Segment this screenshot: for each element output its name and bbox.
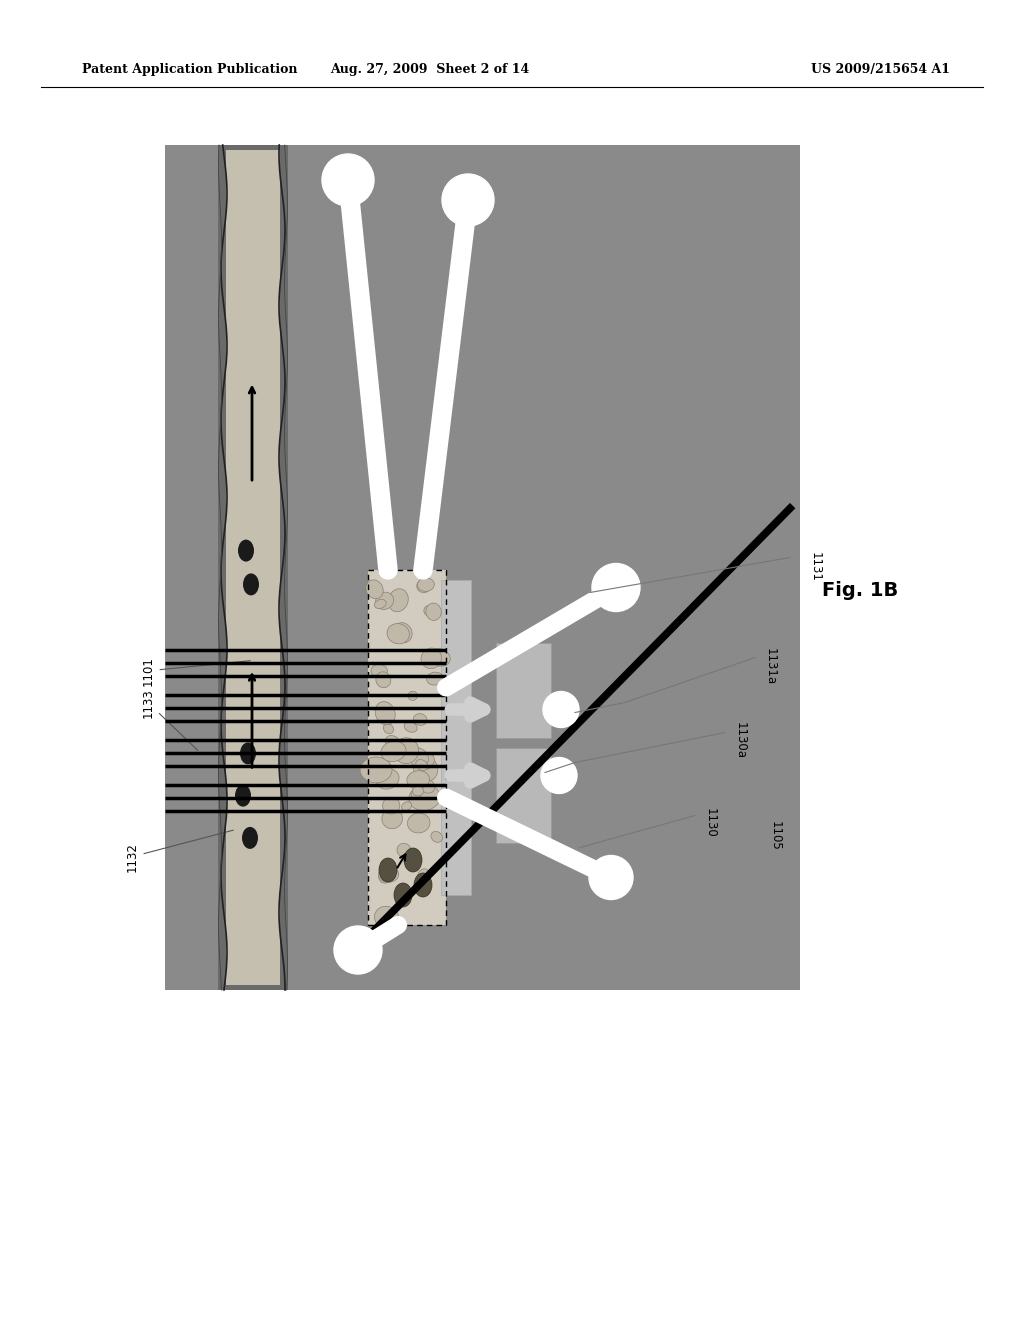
Text: 1131: 1131 [809, 553, 821, 582]
Bar [441, 579, 471, 895]
Bar [496, 747, 551, 842]
Ellipse shape [418, 578, 434, 591]
Bar [496, 643, 551, 738]
Bar [218, 145, 288, 990]
Ellipse shape [376, 593, 393, 610]
Ellipse shape [426, 603, 441, 620]
Text: 1105: 1105 [768, 821, 781, 851]
Ellipse shape [411, 792, 421, 799]
Ellipse shape [243, 573, 259, 595]
Text: 1132: 1132 [126, 830, 233, 871]
Ellipse shape [408, 813, 430, 833]
Ellipse shape [383, 797, 399, 814]
Ellipse shape [238, 540, 254, 561]
Ellipse shape [397, 843, 411, 857]
Ellipse shape [417, 579, 430, 593]
Ellipse shape [413, 787, 424, 796]
Ellipse shape [375, 702, 395, 725]
Ellipse shape [242, 826, 258, 849]
Ellipse shape [424, 606, 434, 616]
Ellipse shape [431, 832, 442, 842]
Ellipse shape [394, 883, 412, 907]
Ellipse shape [401, 801, 412, 810]
Ellipse shape [382, 809, 402, 829]
Circle shape [543, 692, 579, 727]
Text: 1130: 1130 [703, 808, 717, 837]
Ellipse shape [366, 579, 383, 599]
Text: 1131a: 1131a [764, 648, 776, 685]
Text: Fig. 1B: Fig. 1B [822, 581, 898, 599]
Circle shape [322, 154, 374, 206]
Ellipse shape [387, 623, 410, 644]
Ellipse shape [393, 738, 419, 764]
Ellipse shape [393, 623, 413, 643]
Text: US 2009/215654 A1: US 2009/215654 A1 [811, 63, 950, 77]
Ellipse shape [418, 754, 434, 770]
Ellipse shape [388, 589, 409, 611]
Ellipse shape [409, 785, 440, 810]
Ellipse shape [404, 847, 422, 873]
Bar [226, 150, 280, 985]
Ellipse shape [383, 723, 393, 734]
Ellipse shape [360, 756, 392, 783]
Ellipse shape [409, 747, 428, 767]
Circle shape [334, 927, 382, 974]
Circle shape [442, 174, 494, 226]
Text: 1101: 1101 [141, 656, 250, 686]
Ellipse shape [414, 714, 427, 726]
Ellipse shape [376, 672, 391, 688]
Ellipse shape [379, 858, 397, 882]
Ellipse shape [371, 664, 387, 677]
Ellipse shape [421, 648, 441, 669]
Bar [368, 570, 446, 925]
Ellipse shape [414, 756, 438, 781]
Circle shape [592, 564, 640, 611]
Ellipse shape [385, 735, 400, 748]
Text: 1133: 1133 [141, 688, 198, 751]
Ellipse shape [404, 722, 417, 733]
Ellipse shape [427, 672, 443, 685]
Ellipse shape [414, 873, 432, 898]
Text: 1130a: 1130a [733, 722, 746, 759]
Ellipse shape [379, 867, 393, 883]
Circle shape [589, 855, 633, 899]
Ellipse shape [383, 755, 390, 763]
Ellipse shape [381, 742, 407, 762]
Ellipse shape [376, 770, 399, 789]
Ellipse shape [421, 779, 435, 793]
Ellipse shape [416, 759, 428, 771]
Ellipse shape [375, 907, 398, 929]
Ellipse shape [379, 867, 398, 882]
Ellipse shape [418, 869, 429, 880]
Ellipse shape [375, 599, 386, 609]
Ellipse shape [234, 784, 251, 807]
Text: Aug. 27, 2009  Sheet 2 of 14: Aug. 27, 2009 Sheet 2 of 14 [331, 63, 529, 77]
Bar [165, 145, 800, 990]
Bar [368, 570, 446, 925]
Ellipse shape [408, 692, 418, 701]
Ellipse shape [428, 648, 451, 667]
Ellipse shape [407, 771, 429, 789]
Circle shape [541, 758, 577, 793]
Text: Patent Application Publication: Patent Application Publication [82, 63, 298, 77]
Ellipse shape [240, 742, 256, 764]
